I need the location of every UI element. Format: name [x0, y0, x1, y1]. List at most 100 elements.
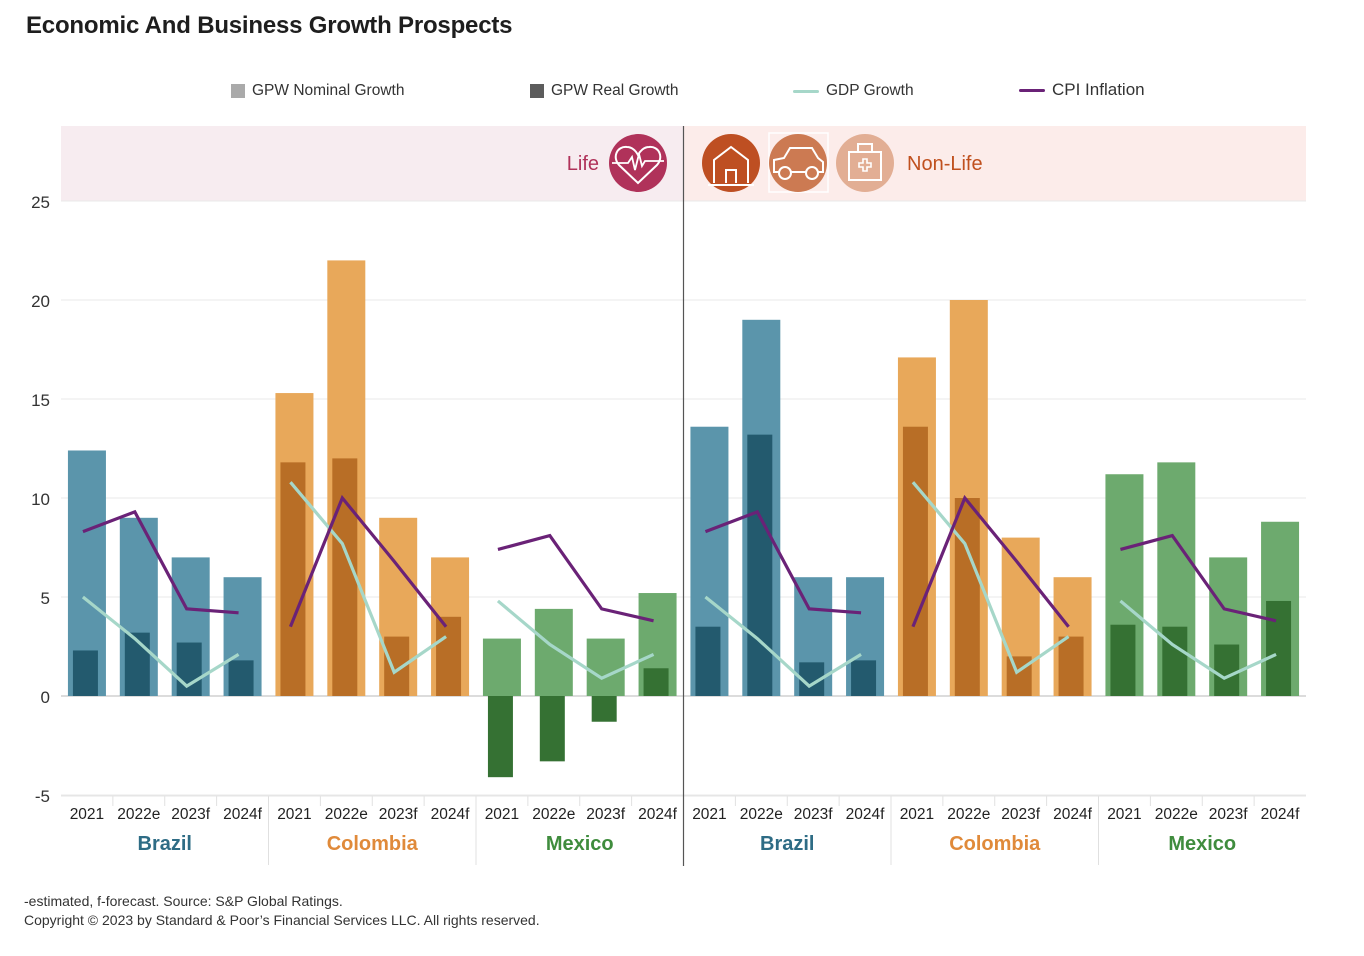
bar-real [1110, 624, 1136, 696]
legend-swatch-real [530, 84, 544, 98]
bar-nominal [534, 608, 573, 696]
x-tick-label: 2021 [485, 806, 519, 823]
bar-nominal [586, 638, 625, 696]
country-label: Mexico [1168, 833, 1236, 855]
y-tick-label: 5 [41, 589, 50, 608]
bar-real [1266, 600, 1292, 696]
legend-label: GPW Nominal Growth [252, 82, 405, 99]
bar-real [1214, 644, 1240, 696]
bar-real [280, 462, 306, 696]
y-tick-label: 20 [31, 292, 50, 311]
country-label: Brazil [760, 833, 814, 855]
y-tick-label: 25 [31, 193, 50, 212]
gdp-line [1119, 599, 1277, 681]
y-axis: -5 0 5 10 15 20 25 [31, 193, 50, 806]
x-tick-label: 2022e [947, 806, 990, 823]
x-tick-label: 2024f [1261, 806, 1300, 823]
cpi-line [82, 509, 239, 615]
x-axis: 2021 2022e 2023f 2024f Brazil 2021 2022e 2023f 2… [61, 126, 1306, 866]
cpi-line [1120, 533, 1277, 623]
x-tick-label: 2023f [1001, 806, 1040, 823]
cpi-line [288, 494, 448, 628]
x-tick-label: 2021 [1107, 806, 1141, 823]
cpi-line [704, 509, 862, 615]
legend-swatch-cpi [1019, 88, 1045, 92]
bar-nominal [482, 638, 521, 696]
bar-real [539, 696, 565, 762]
country-label: Mexico [546, 833, 614, 855]
x-tick-label: 2022e [532, 806, 575, 823]
x-tick-label: 2024f [223, 806, 262, 823]
bar-real [72, 650, 98, 696]
bar-real [851, 660, 877, 696]
x-tick-label: 2024f [638, 806, 677, 823]
x-tick-label: 2023f [794, 806, 833, 823]
bar-real [902, 426, 928, 696]
bar-real [436, 616, 462, 696]
legend-cpi-inflation[interactable]: CPI Inflation [1019, 80, 1145, 100]
bar-real [643, 668, 669, 696]
x-tick-label: 2022e [740, 806, 783, 823]
gdp-line [81, 595, 240, 689]
x-tick-label: 2024f [846, 806, 885, 823]
x-tick-label: 2023f [1209, 806, 1248, 823]
legend-label: GDP Growth [826, 82, 914, 99]
legend-label: GPW Real Growth [551, 82, 679, 99]
bar-real [695, 626, 721, 696]
legend-gdp-growth[interactable]: GDP Growth [793, 82, 914, 100]
x-tick-label: 2024f [431, 806, 470, 823]
series-lines [81, 481, 1277, 689]
x-tick-label: 2022e [1155, 806, 1198, 823]
country-label: Brazil [138, 833, 192, 855]
footnote: -estimated, f-forecast. Source: S&P Glob… [24, 893, 343, 909]
bar-real [591, 696, 617, 722]
y-tick-label: -5 [35, 787, 50, 806]
bar-real [332, 458, 358, 696]
bar-real [124, 632, 150, 696]
medical-kit-icon [836, 134, 894, 192]
non-life-label: Non-Life [907, 153, 983, 175]
bar-real [1058, 636, 1084, 696]
x-tick-label: 2023f [171, 806, 210, 823]
life-label: Life [567, 153, 599, 175]
legend-label: CPI Inflation [1052, 80, 1145, 99]
x-tick-label: 2023f [586, 806, 625, 823]
country-label: Colombia [949, 833, 1041, 855]
legend-swatch-nominal [231, 84, 245, 98]
heart-pulse-icon [609, 134, 667, 192]
gdp-line [704, 595, 862, 689]
chart-title: Economic And Business Growth Prospects [26, 12, 513, 39]
cpi-line [911, 494, 1070, 628]
y-tick-label: 10 [31, 490, 50, 509]
bar-real [747, 434, 773, 696]
y-tick-label: 0 [41, 688, 50, 707]
bar-real [228, 660, 254, 696]
y-tick-label: 15 [31, 391, 50, 410]
bar-real [1006, 656, 1032, 696]
gdp-line [911, 481, 1070, 675]
bar-real [954, 498, 980, 696]
x-tick-label: 2021 [277, 806, 311, 823]
gdp-line [289, 481, 447, 675]
bar-real [176, 642, 202, 696]
cpi-line [497, 533, 654, 623]
car-icon [768, 132, 829, 193]
x-tick-label: 2022e [325, 806, 368, 823]
x-tick-label: 2023f [379, 806, 418, 823]
x-tick-label: 2021 [70, 806, 104, 823]
legend-gpw-real[interactable]: GPW Real Growth [530, 82, 678, 100]
x-tick-label: 2021 [900, 806, 934, 823]
bar-real [1162, 626, 1188, 696]
legend-swatch-gdp [793, 89, 819, 93]
x-tick-label: 2022e [117, 806, 160, 823]
house-icon [702, 134, 760, 192]
legend-gpw-nominal[interactable]: GPW Nominal Growth [231, 82, 404, 100]
copyright: Copyright © 2023 by Standard & Poor’s Fi… [24, 912, 540, 928]
bar-real [487, 696, 513, 778]
life-band [61, 126, 684, 201]
x-tick-label: 2024f [1053, 806, 1092, 823]
x-tick-label: 2021 [692, 806, 726, 823]
segment-bands: Life Non-Life [61, 126, 1306, 201]
country-label: Colombia [327, 833, 419, 855]
